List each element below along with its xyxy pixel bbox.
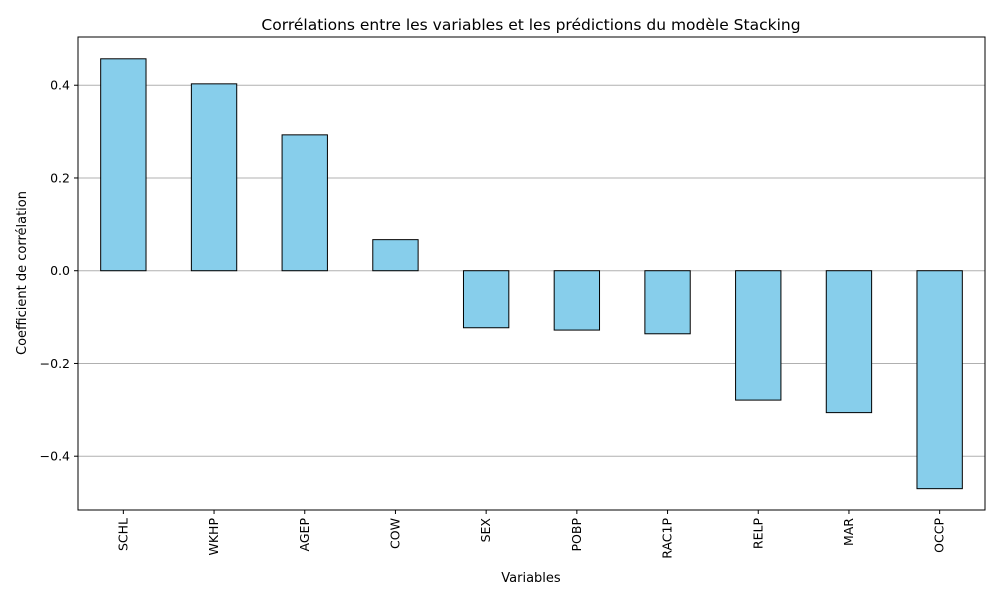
x-tick-label: MAR [841, 518, 856, 546]
plot-frame [77, 36, 986, 511]
x-tick-label: SEX [478, 518, 493, 543]
bar-schl [100, 58, 147, 272]
x-axis-label: Variables [501, 571, 561, 586]
y-tick-label: −0.4 [40, 449, 70, 464]
y-axis-label: Coefficient de corrélation [15, 191, 30, 355]
chart-title: Corrélations entre les variables et les … [261, 16, 800, 34]
x-tick-label: WKHP [206, 518, 221, 556]
x-tick-label: RELP [750, 518, 765, 550]
bars [100, 58, 963, 490]
bar-rac1p [644, 270, 691, 335]
x-tick-label: OCCP [932, 518, 947, 553]
y-tick-label: −0.2 [40, 356, 70, 371]
x-tick-label: COW [387, 518, 402, 549]
x-tick-label: POBP [569, 518, 584, 552]
y-tick-label: 0.4 [50, 78, 70, 93]
y-axis-ticks: −0.4 −0.2 0.0 0.2 0.4 [40, 78, 78, 464]
x-tick-label: SCHL [115, 518, 130, 551]
bar-cow [372, 239, 419, 272]
x-tick-label: AGEP [297, 518, 312, 552]
x-tick-label: RAC1P [660, 518, 675, 559]
bar-pobp [553, 270, 601, 331]
bar-wkhp [190, 83, 238, 272]
y-tick-label: 0.2 [50, 170, 70, 185]
bar-mar [825, 270, 873, 414]
x-axis-ticks: SCHL WKHP AGEP COW SEX POBP RAC1P RELP MAR OCCP [115, 510, 947, 559]
bar-sex [462, 270, 510, 329]
bar-occp [916, 270, 963, 490]
bar-agep [281, 134, 328, 272]
bar-relp [735, 270, 782, 401]
y-tick-label: 0.0 [50, 263, 70, 278]
